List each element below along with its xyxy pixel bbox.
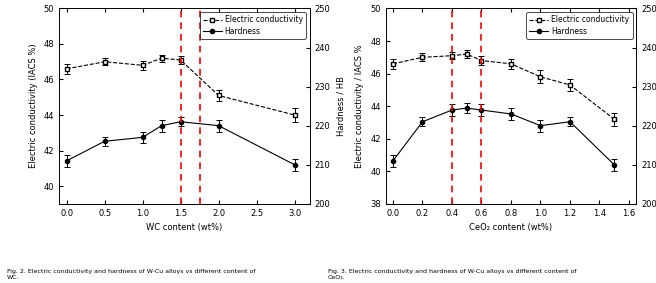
Legend: Electric conductivity, Hardness: Electric conductivity, Hardness	[199, 12, 306, 39]
Y-axis label: Hardness / HB: Hardness / HB	[336, 76, 345, 136]
Text: Fig. 3. Electric conductivity and hardness of W-Cu alloys vs different content o: Fig. 3. Electric conductivity and hardne…	[328, 269, 577, 280]
Legend: Electric conductivity, Hardness: Electric conductivity, Hardness	[526, 12, 632, 39]
Text: Fig. 2. Electric conductivity and hardness of W-Cu alloys vs different content o: Fig. 2. Electric conductivity and hardne…	[7, 269, 255, 280]
Y-axis label: Electric conductivity (IACS %): Electric conductivity (IACS %)	[29, 44, 38, 168]
Y-axis label: Electric conductivity / IACS %: Electric conductivity / IACS %	[356, 44, 365, 168]
X-axis label: CeO₂ content (wt%): CeO₂ content (wt%)	[470, 223, 552, 232]
X-axis label: WC content (wt%): WC content (wt%)	[146, 223, 222, 232]
